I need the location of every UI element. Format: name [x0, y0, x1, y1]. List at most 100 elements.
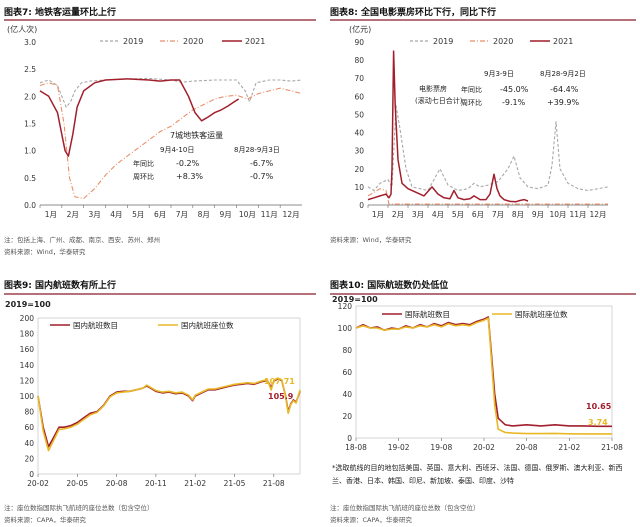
- y-tick-label: 0: [359, 201, 364, 210]
- y-tick-label: 1.5: [24, 120, 36, 129]
- y-tick-label: 0: [347, 434, 352, 443]
- subway-row2-label: 周环比: [133, 172, 154, 181]
- y-tick-label: 0.5: [24, 174, 36, 183]
- domestic-x-ticks: 20-02 20-05 20-08 20-11 21-02 21-05 21-08: [27, 474, 285, 488]
- boxoffice-annotation-heading-1: 电影票房: [419, 84, 447, 93]
- subway-annotation-heading: 7城地铁客运量: [170, 130, 223, 140]
- y-tick-label: 180: [20, 330, 35, 339]
- international-seat-end-label: 3.74: [588, 418, 608, 427]
- legend-international-flights-label: 国际航班数目: [405, 309, 450, 319]
- x-tick-label: 7月: [492, 210, 504, 219]
- y-tick-label: 160: [20, 345, 35, 354]
- x-tick-label: 12月: [589, 210, 606, 219]
- boxoffice-x-ticks: 1月 2月 3月 4月 5月 6月 7月 8月 9月 10月 11月 12月: [367, 205, 607, 219]
- x-tick-label: 4月: [110, 210, 122, 219]
- boxoffice-annotation: 电影票房 (滚动七日合计) 9月3-9日 8月28-9月2日 年同比 周环比 -…: [415, 70, 586, 107]
- x-tick-label: 10月: [549, 210, 566, 219]
- y-tick-label: 60: [24, 423, 34, 432]
- subway-y-unit: (亿人次): [7, 24, 37, 34]
- x-tick-label: 3月: [412, 210, 424, 219]
- subway-annotation: 7城地铁客运量 9月4-10日 8月28-9月3日 年同比 周环比 -0.2% …: [133, 130, 280, 181]
- panel-subway: 图表7: 地铁客运量环比上行 (亿人次) 0.0 0.5 1.0 1.5 2.0 2.5 3…: [4, 6, 316, 256]
- international-source: 资料来源：CAPA，华泰研究: [330, 515, 412, 524]
- y-tick-label: 30: [354, 147, 364, 156]
- y-tick-label: 120: [20, 376, 35, 385]
- domestic-series: [37, 377, 301, 452]
- international-x-ticks: 18-08 19-02 19-08 20-02 20-08 21-02 21-08: [345, 438, 623, 452]
- boxoffice-r2c1: -9.1%: [502, 98, 526, 107]
- boxoffice-r1c1: -45.0%: [500, 85, 529, 94]
- boxoffice-y-unit: (亿元): [349, 24, 371, 34]
- y-tick-label: 20: [354, 165, 364, 174]
- subway-series: [39, 77, 303, 200]
- series-line-2019: [367, 104, 609, 192]
- y-tick-label: 100: [338, 324, 353, 333]
- boxoffice-row2-label: 周环比: [461, 98, 482, 107]
- y-tick-label: 60: [342, 368, 352, 377]
- domestic-plot-frame: [37, 317, 301, 475]
- subway-r2c2: -0.7%: [250, 172, 274, 181]
- x-tick-label: 18-08: [345, 443, 367, 452]
- x-tick-label: 21-08: [263, 479, 285, 488]
- y-tick-label: 40: [354, 129, 364, 138]
- y-tick-label: 80: [354, 56, 364, 65]
- domestic-source: 资料来源：CAPA，华泰研究: [4, 515, 86, 524]
- series-line-国内航班数目: [37, 378, 301, 448]
- domestic-flight-end-label: 105.9: [268, 392, 294, 401]
- x-tick-label: 21-02: [558, 443, 580, 452]
- boxoffice-r1c2: -64.4%: [550, 85, 579, 94]
- panel-domestic-flights: 图表9: 国内航班数有所上行 2019=100 0 20 40 60 80 100 120 1…: [4, 279, 316, 524]
- subway-col1-header: 9月4-10日: [160, 146, 194, 154]
- y-tick-label: 2.5: [24, 65, 36, 74]
- x-tick-label: 6月: [472, 210, 484, 219]
- boxoffice-r2c2: +39.9%: [547, 98, 580, 107]
- international-footnote: *选取航线的目的地包括美国、英国、意大利、西班牙、法国、德国、俄罗斯、澳大利亚、…: [332, 464, 623, 485]
- international-y-ticks: 0 20 40 60 80 100 120: [338, 302, 353, 443]
- legend-domestic-flights-label: 国内航班数目: [73, 320, 118, 330]
- series-line-国内航班座位数: [37, 377, 301, 452]
- x-tick-label: 8月: [198, 210, 210, 219]
- x-tick-label: 9月: [532, 210, 544, 219]
- x-tick-label: 19-08: [430, 443, 452, 452]
- series-line-2021: [39, 78, 240, 157]
- x-tick-label: 2月: [67, 210, 79, 219]
- legend-2020-label: 2020: [493, 37, 513, 46]
- domestic-y-ticks: 0 20 40 60 80 100 120 140 160 180 200: [20, 314, 35, 479]
- panel-subway-title: 图表7: 地铁客运量环比上行: [4, 6, 116, 18]
- domestic-seat-end-label: 107.71: [264, 377, 295, 386]
- y-tick-label: 200: [20, 314, 35, 323]
- y-tick-label: 80: [342, 346, 352, 355]
- y-tick-label: 120: [338, 302, 353, 311]
- domestic-legend: 国内航班数目 国内航班座位数: [50, 320, 234, 330]
- series-line-2021: [367, 50, 529, 203]
- boxoffice-row1-label: 年同比: [461, 85, 482, 94]
- series-line-国际航班座位数: [355, 317, 612, 435]
- x-tick-label: 9月: [219, 210, 231, 219]
- boxoffice-series: [367, 50, 609, 205]
- legend-2021-label: 2021: [245, 37, 265, 46]
- x-tick-label: 20-02: [473, 443, 495, 452]
- boxoffice-col2-header: 8月28-9月2日: [540, 70, 586, 78]
- x-tick-label: 20-11: [145, 479, 167, 488]
- panel-boxoffice-title: 图表8: 全国电影票房环比下行，同比下行: [330, 6, 496, 18]
- x-tick-label: 10月: [239, 210, 256, 219]
- international-legend: 国际航班数目 国际航班座位数: [382, 309, 568, 319]
- x-tick-label: 8月: [512, 210, 524, 219]
- legend-international-seats-label: 国际航班座位数: [515, 309, 568, 319]
- x-tick-label: 12月: [283, 210, 300, 219]
- x-tick-label: 11月: [569, 210, 586, 219]
- y-tick-label: 60: [354, 92, 364, 101]
- subway-source: 资料来源：Wind，华泰研究: [4, 247, 86, 256]
- y-tick-label: 3.0: [24, 38, 36, 47]
- panel-international-title: 图表10: 国际航班数仍处低位: [330, 279, 448, 291]
- y-tick-label: 20: [342, 412, 352, 421]
- x-tick-label: 20-02: [27, 479, 49, 488]
- international-y-unit: 2019=100: [332, 295, 378, 304]
- legend-2021-label: 2021: [553, 37, 573, 46]
- y-tick-label: 80: [24, 408, 34, 417]
- x-tick-label: 21-02: [184, 479, 206, 488]
- international-note: 注：座位数指国际执飞航班的座位总数（包含空位）: [330, 503, 480, 512]
- boxoffice-source: 资料来源：Wind，华泰研究: [330, 235, 412, 244]
- boxoffice-y-ticks: 0 10 20 30 40 50 60 70 80 90: [354, 38, 364, 210]
